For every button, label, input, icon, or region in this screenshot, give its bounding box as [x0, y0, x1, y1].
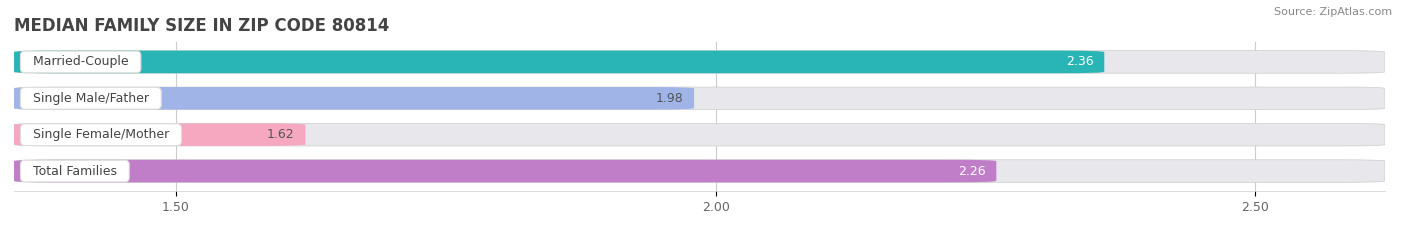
FancyBboxPatch shape	[14, 123, 305, 146]
Text: Single Male/Father: Single Male/Father	[25, 92, 157, 105]
Text: Single Female/Mother: Single Female/Mother	[25, 128, 177, 141]
Text: 1.62: 1.62	[267, 128, 295, 141]
Text: 2.26: 2.26	[957, 164, 986, 178]
Text: Married-Couple: Married-Couple	[25, 55, 136, 69]
FancyBboxPatch shape	[14, 87, 1385, 110]
Text: Source: ZipAtlas.com: Source: ZipAtlas.com	[1274, 7, 1392, 17]
FancyBboxPatch shape	[14, 87, 695, 110]
Text: MEDIAN FAMILY SIZE IN ZIP CODE 80814: MEDIAN FAMILY SIZE IN ZIP CODE 80814	[14, 17, 389, 35]
FancyBboxPatch shape	[14, 160, 1385, 182]
FancyBboxPatch shape	[14, 51, 1104, 73]
FancyBboxPatch shape	[14, 160, 997, 182]
Text: Total Families: Total Families	[25, 164, 125, 178]
FancyBboxPatch shape	[14, 123, 1385, 146]
FancyBboxPatch shape	[14, 51, 1385, 73]
Text: 2.36: 2.36	[1066, 55, 1094, 69]
Text: 1.98: 1.98	[655, 92, 683, 105]
